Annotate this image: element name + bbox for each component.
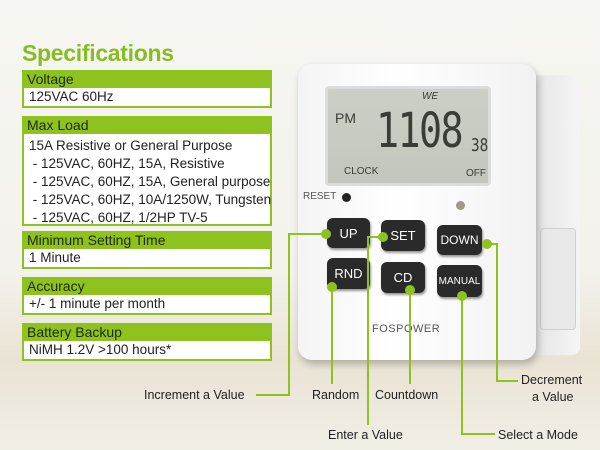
callout-line: [496, 380, 518, 382]
spec-value-max-load: 15A Resistive or General Purpose - 125VA…: [22, 134, 272, 226]
rnd-button[interactable]: RND: [327, 258, 370, 289]
callout-dot: [457, 291, 467, 301]
callout-line: [331, 287, 333, 384]
callout-countdown: Countdown: [375, 388, 439, 402]
reset-label: RESET: [303, 191, 337, 202]
down-button[interactable]: DOWN: [437, 225, 482, 255]
spec-line: 125VAC 60Hz: [29, 89, 114, 104]
callout-line: [496, 243, 498, 382]
spec-value-voltage: 125VAC 60Hz: [22, 88, 272, 108]
outlet: [540, 228, 576, 330]
callout-line: [487, 243, 497, 245]
callout-line: [288, 233, 290, 396]
lcd-display: WE PM 1108 38 CLOCK OFF: [325, 86, 491, 186]
spec-line: 15A Resistive or General Purpose: [29, 138, 233, 153]
callout-dot: [482, 239, 492, 249]
callout-decrement-1: Decrement: [521, 373, 583, 387]
specifications-title: Specifications: [22, 40, 174, 66]
spec-header-max-load: Max Load: [22, 116, 272, 134]
lcd-seconds: 38: [471, 135, 489, 156]
callout-line: [288, 233, 326, 235]
spec-header-accuracy: Accuracy: [22, 277, 272, 295]
callout-random: Random: [312, 388, 360, 402]
reset-button[interactable]: [342, 193, 351, 202]
spec-line: - 125VAC, 60HZ, 15A, General purpose: [29, 174, 271, 189]
spec-value-min-setting: 1 Minute: [22, 249, 272, 269]
lcd-mode: CLOCK: [344, 166, 379, 177]
lcd-day: WE: [422, 91, 439, 102]
spec-value-battery: NiMH 1.2V >100 hours*: [22, 341, 272, 361]
spec-header-min-setting: Minimum Setting Time: [22, 231, 272, 249]
spec-line: - 125VAC, 60HZ, 15A, Resistive: [29, 156, 225, 171]
indicator-led: [456, 201, 465, 210]
callout-decrement-2: a Value: [532, 390, 574, 404]
spec-header-voltage: Voltage: [22, 70, 272, 88]
callout-line: [367, 236, 383, 238]
callout-line: [367, 236, 369, 425]
lcd-state: OFF: [466, 168, 486, 179]
spec-line: - 125VAC, 60HZ, 1/2HP TV-5: [29, 210, 208, 225]
up-button[interactable]: UP: [327, 218, 370, 248]
callout-select-mode: Select a Mode: [498, 428, 578, 442]
callout-dot: [405, 285, 415, 295]
lcd-time: 1108: [376, 103, 464, 159]
callout-increment: Increment a Value: [144, 388, 245, 402]
callout-line: [409, 290, 411, 384]
callout-dot: [378, 232, 388, 242]
callout-enter: Enter a Value: [328, 428, 403, 442]
spec-line: +/- 1 minute per month: [29, 296, 166, 311]
cd-button[interactable]: CD: [381, 262, 425, 293]
spec-line: 1 Minute: [29, 250, 81, 265]
callout-dot: [321, 229, 331, 239]
manual-button[interactable]: MANUAL: [437, 265, 482, 297]
spec-value-accuracy: +/- 1 minute per month: [22, 295, 272, 315]
brand-logo: FOSPOWER: [372, 323, 441, 335]
spec-line: - 125VAC, 60HZ, 10A/1250W, Tungsten: [29, 192, 272, 207]
set-button[interactable]: SET: [381, 220, 425, 251]
spec-header-battery: Battery Backup: [22, 323, 272, 341]
callout-line: [461, 296, 463, 435]
callout-dot: [327, 282, 337, 292]
callout-line: [256, 394, 290, 396]
spec-line: NiMH 1.2V >100 hours*: [29, 342, 172, 357]
lcd-ampm: PM: [335, 110, 356, 126]
callout-line: [461, 433, 495, 435]
